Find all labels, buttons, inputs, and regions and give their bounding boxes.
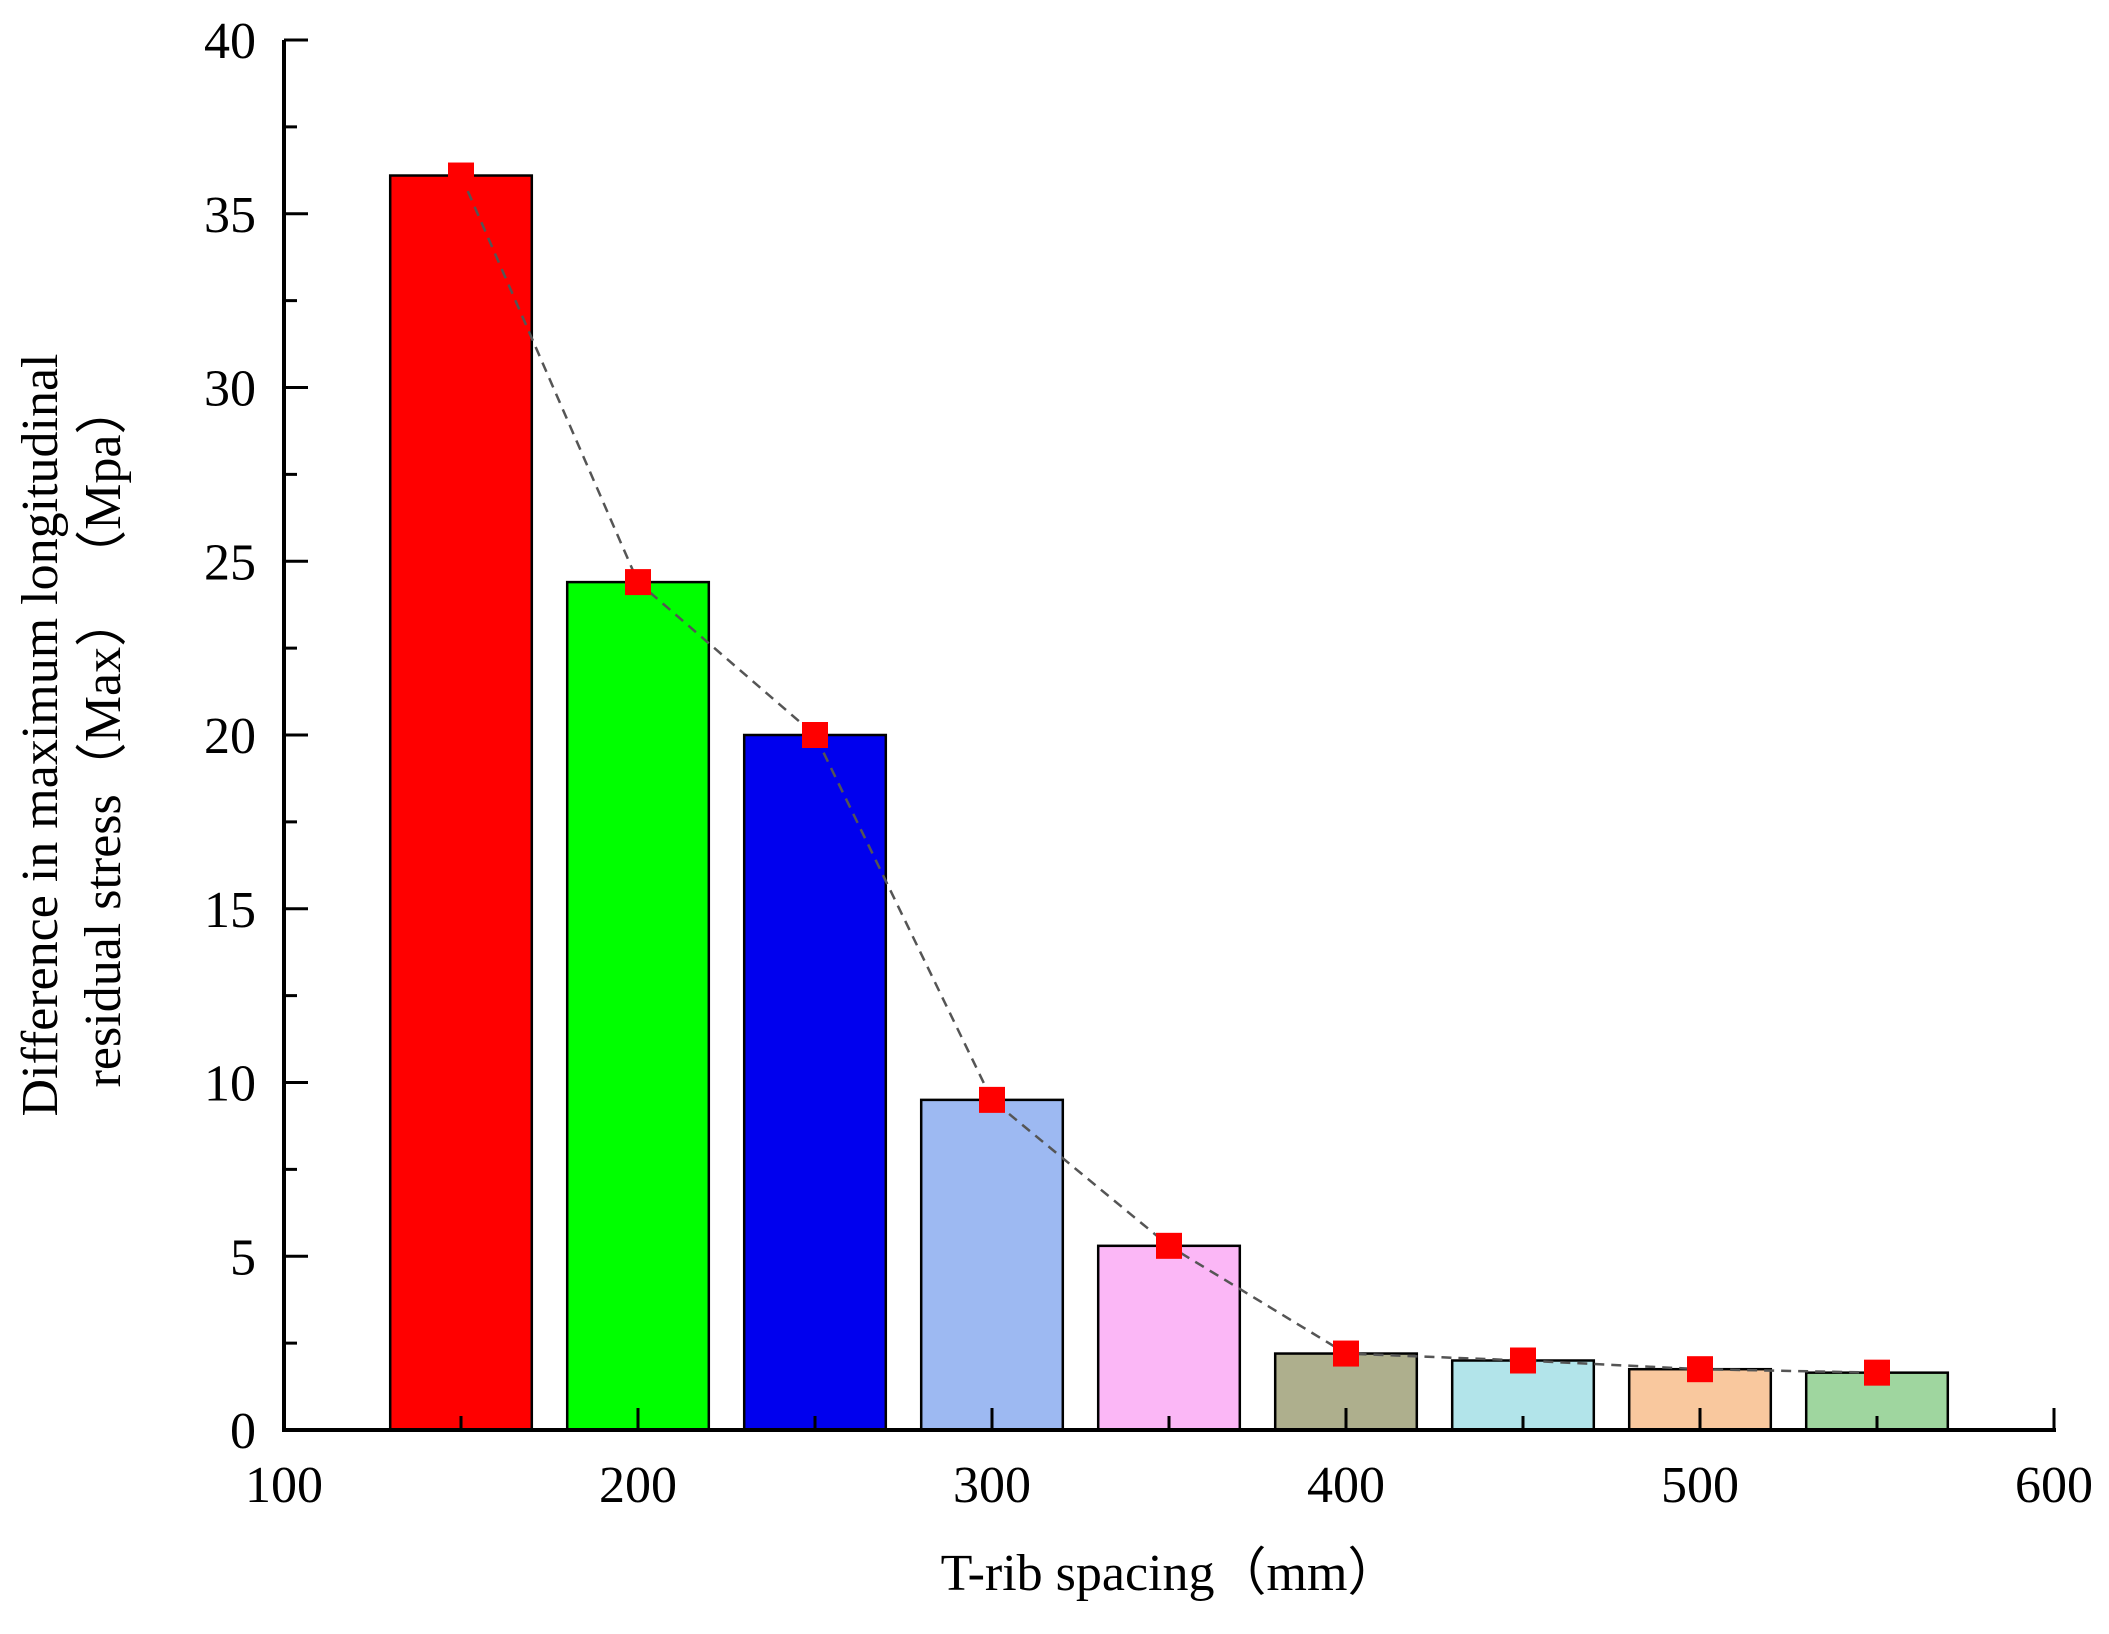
bar-350 [1096,1244,1242,1432]
y-tick-label-40: 40 [204,13,256,70]
x-tick-label-100: 100 [245,1457,323,1514]
y-tick-label-0: 0 [230,1403,256,1460]
x-tick-label-400: 400 [1307,1457,1385,1514]
y-axis-title-line-1: Difference in maximum longitudinal [12,354,69,1117]
trend-line-layer [448,162,1890,1386]
bar-250 [742,733,888,1432]
marker-500 [1687,1356,1713,1383]
bar-200 [565,580,711,1432]
y-tick-label-15: 15 [204,882,256,939]
marker-200 [625,569,651,596]
y-tick-label-5: 5 [230,1229,256,1286]
marker-450 [1510,1347,1536,1374]
axis-titles: T-rib spacing（mm） Difference in maximum … [12,354,1399,1602]
x-tick-label-500: 500 [1661,1457,1739,1514]
bar-300 [919,1098,1065,1432]
x-tick-label-200: 200 [599,1457,677,1514]
marker-150 [448,162,474,189]
y-tick-label-30: 30 [204,361,256,418]
marker-400 [1333,1340,1359,1367]
ticks-layer: 0 5 10 15 20 25 30 35 40 100 200 300 400 500 600 [204,13,2093,1514]
x-tick-label-600: 600 [2015,1457,2093,1514]
x-tick-label-300: 300 [953,1457,1031,1514]
y-tick-label-10: 10 [204,1056,256,1113]
marker-300 [979,1086,1005,1113]
marker-250 [802,722,828,748]
y-tick-label-25: 25 [204,534,256,591]
axes-layer [282,40,2056,1432]
y-axis-title-line-2: residual stress（Max） （Mpa） [75,383,132,1088]
marker-550 [1864,1359,1890,1386]
bar-150 [388,174,534,1432]
x-axis-title: T-rib spacing（mm） [941,1545,1400,1602]
marker-350 [1156,1232,1182,1259]
y-tick-label-20: 20 [204,708,256,765]
y-tick-label-35: 35 [204,187,256,244]
